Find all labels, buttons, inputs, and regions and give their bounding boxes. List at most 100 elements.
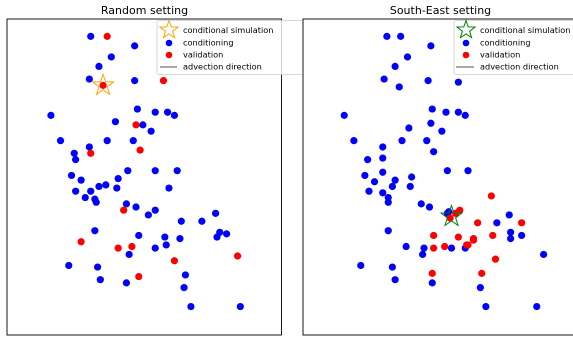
conditioning-point — [72, 187, 80, 195]
conditioning-point — [122, 279, 131, 287]
legend-label-validation: validation — [183, 50, 223, 60]
conditioning-point — [95, 62, 103, 70]
legend-conditioning-marker — [462, 39, 470, 47]
conditioning-point — [395, 83, 403, 91]
conditioning-point — [408, 173, 416, 181]
conditioning-point — [398, 137, 406, 145]
conditioning-point — [162, 241, 170, 249]
validation-point — [518, 219, 526, 227]
conditioning-point — [122, 200, 131, 208]
conditioning-point — [124, 167, 132, 175]
conditioning-point — [370, 178, 379, 186]
star-marker — [91, 72, 115, 96]
legend-validation-marker — [165, 51, 173, 59]
conditioning-point — [397, 32, 405, 40]
conditioning-point — [93, 263, 102, 271]
conditioning-point — [364, 156, 372, 164]
conditioning-point — [236, 302, 244, 311]
conditioning-point — [425, 203, 434, 211]
legend-label-validation: validation — [480, 50, 520, 60]
conditioning-point — [505, 211, 513, 219]
conditioning-point — [428, 105, 436, 113]
legend-star-path — [158, 18, 180, 39]
conditioning-point — [391, 276, 399, 284]
conditioning-point — [133, 105, 141, 113]
conditioning-point — [198, 217, 206, 225]
conditioning-point — [442, 108, 450, 116]
conditioning-point — [405, 124, 413, 132]
conditioning-point — [87, 187, 95, 195]
legend-star-marker — [455, 18, 477, 39]
validation-point — [430, 231, 438, 240]
conditioning-point — [91, 227, 99, 235]
conditioning-point — [340, 111, 348, 119]
conditioning-point — [151, 108, 159, 116]
conditioning-point — [391, 62, 399, 70]
legend-star-marker — [158, 18, 180, 39]
conditioning-point — [70, 149, 78, 157]
conditioning-point — [151, 244, 159, 252]
conditioning-point — [81, 193, 89, 202]
validation-point — [464, 241, 472, 249]
legend-label-advection-direction: advection direction — [183, 62, 262, 72]
conditioning-point — [476, 284, 484, 292]
conditioning-point — [67, 171, 76, 180]
conditioning-point — [173, 167, 181, 175]
conditioning-point — [170, 111, 179, 119]
star-marker — [439, 203, 464, 227]
conditioning-point — [461, 111, 469, 119]
validation-point — [487, 192, 495, 200]
conditioning-point — [92, 198, 100, 206]
conditioning-point — [107, 53, 115, 61]
conditioning-point — [139, 121, 147, 129]
legend-box — [453, 20, 573, 75]
panel-title: South-East setting — [390, 4, 491, 17]
conditioning-point — [144, 211, 152, 219]
legend-label-conditioning: conditioning — [183, 38, 234, 48]
conditional-simulation-star — [91, 72, 115, 96]
conditioning-point — [135, 231, 143, 240]
conditioning-point — [454, 78, 462, 86]
conditioning-point — [438, 127, 446, 135]
conditioning-point — [427, 119, 435, 127]
legend-conditioning-marker — [165, 39, 173, 47]
conditioning-point — [147, 127, 155, 135]
conditioning-point — [65, 261, 73, 270]
conditioning-point — [56, 137, 65, 145]
conditioning-point — [87, 32, 95, 40]
conditional-simulation-star — [439, 203, 464, 227]
conditioning-point — [77, 176, 85, 184]
conditioning-point — [163, 108, 172, 116]
south-east-setting-panel: South-East setting conditional simulatio… — [302, 4, 573, 336]
conditioning-point — [443, 167, 451, 175]
conditioning-point — [114, 174, 122, 183]
validation-point — [77, 238, 85, 246]
conditioning-point — [388, 182, 396, 191]
conditioning-point — [379, 154, 387, 162]
conditioning-point — [131, 77, 139, 85]
conditioning-point — [181, 271, 190, 279]
validation-point — [135, 272, 143, 281]
legend: conditional simulation conditioning vali… — [453, 18, 573, 75]
conditioning-point — [406, 182, 414, 191]
legend-label-conditional-simulation: conditional simulation — [183, 25, 273, 35]
validation-point — [132, 121, 140, 129]
conditioning-point — [125, 250, 133, 259]
conditioning-point — [424, 77, 432, 85]
conditioning-point — [430, 148, 438, 156]
validation-point — [120, 206, 128, 214]
validation-point — [491, 255, 500, 263]
points-layer — [340, 32, 548, 311]
conditioning-point — [388, 263, 396, 271]
conditioning-point — [391, 176, 399, 184]
legend-label-advection-direction: advection direction — [480, 62, 559, 72]
conditioning-point — [428, 279, 436, 287]
conditioning-point — [187, 302, 195, 311]
conditioning-point — [177, 217, 185, 225]
conditioning-point — [507, 228, 515, 236]
validation-point — [430, 244, 438, 252]
conditioning-point — [103, 137, 111, 145]
conditioning-point — [540, 250, 548, 259]
conditioning-point — [161, 233, 169, 241]
